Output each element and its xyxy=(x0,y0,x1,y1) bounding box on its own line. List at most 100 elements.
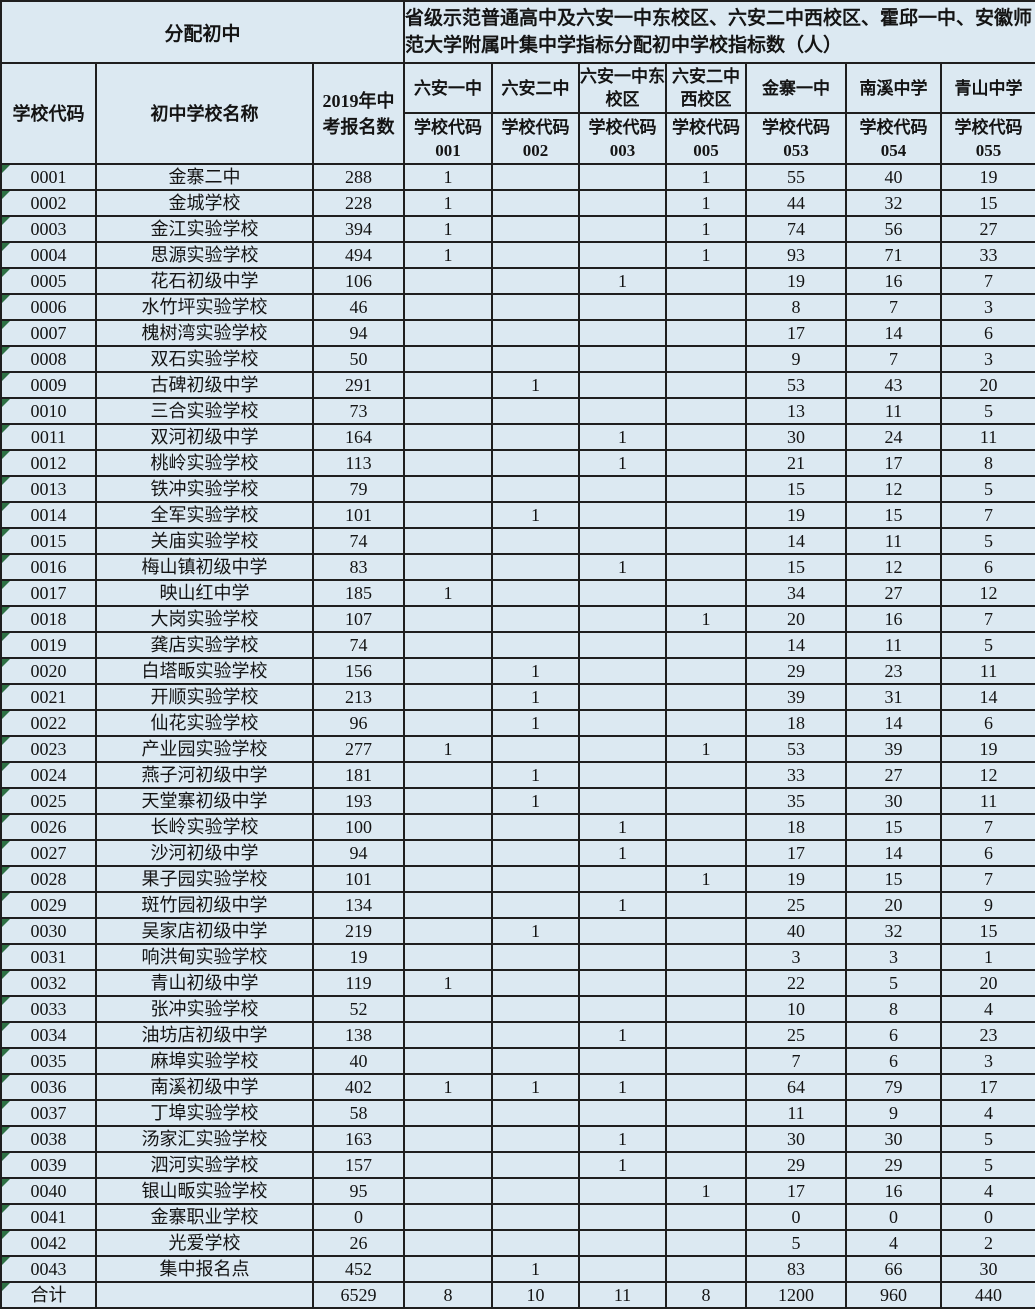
value-cell: 17 xyxy=(845,449,943,477)
value-cell: 1 xyxy=(940,943,1035,971)
school-name-cell: 长岭实验学校 xyxy=(95,813,314,841)
value-cell xyxy=(578,1255,668,1283)
school-code-cell: 0039 xyxy=(0,1151,97,1179)
value-cell: 23 xyxy=(940,1021,1035,1049)
value-cell xyxy=(491,1177,581,1205)
code-label: 学校代码 xyxy=(954,117,1023,137)
code-label: 学校代码 xyxy=(501,117,570,137)
value-cell xyxy=(491,839,581,867)
value-cell xyxy=(578,605,668,633)
value-cell: 181 xyxy=(311,761,406,789)
value-cell: 1 xyxy=(578,267,668,295)
value-cell xyxy=(578,397,668,425)
value-cell: 1 xyxy=(578,839,668,867)
school-code-cell: 0017 xyxy=(0,579,97,607)
value-cell xyxy=(578,709,668,737)
value-cell: 27 xyxy=(845,579,943,607)
value-cell: 94 xyxy=(311,319,406,347)
value-cell xyxy=(403,371,494,399)
value-cell: 50 xyxy=(311,345,406,373)
table-row: 0005 花石初级中学 106 1 19 16 7 xyxy=(0,267,1035,295)
code-label: 学校代码 xyxy=(414,117,483,137)
value-cell: 5 xyxy=(940,475,1035,503)
code-value: 001 xyxy=(435,140,461,160)
value-cell: 17 xyxy=(745,319,848,347)
value-cell xyxy=(491,241,581,269)
value-cell: 1 xyxy=(491,371,581,399)
value-cell xyxy=(665,501,748,529)
col-header-code-005: 学校代码 005 xyxy=(665,112,748,165)
value-cell xyxy=(665,787,748,815)
value-cell xyxy=(665,1203,748,1231)
school-name-cell: 白塔畈实验学校 xyxy=(95,657,314,685)
value-cell xyxy=(665,475,748,503)
value-cell xyxy=(403,553,494,581)
value-cell xyxy=(578,735,668,763)
value-cell: 40 xyxy=(311,1047,406,1075)
school-code-cell: 0034 xyxy=(0,1021,97,1049)
value-cell xyxy=(578,241,668,269)
code-value: 054 xyxy=(880,140,907,160)
value-cell: 56 xyxy=(845,215,943,243)
value-cell xyxy=(491,345,581,373)
value-cell xyxy=(665,1021,748,1049)
table-row: 0037 丁埠实验学校 58 11 9 4 xyxy=(0,1099,1035,1127)
code-value: 005 xyxy=(693,140,719,160)
school-name-cell: 金江实验学校 xyxy=(95,215,314,243)
value-cell: 17 xyxy=(940,1073,1035,1101)
value-cell xyxy=(403,267,494,295)
school-code-cell: 0036 xyxy=(0,1073,97,1101)
value-cell xyxy=(403,891,494,919)
col-header-school-053: 金寨一中 xyxy=(745,62,848,114)
value-cell: 5 xyxy=(940,527,1035,555)
value-cell: 30 xyxy=(845,787,943,815)
main-title: 省级示范普通高中及六安一中东校区、六安二中西校区、霍邱一中、安徽师范大学附属叶集… xyxy=(403,0,1035,64)
value-cell: 1 xyxy=(403,579,494,607)
value-cell xyxy=(491,527,581,555)
value-cell: 74 xyxy=(311,631,406,659)
value-cell: 14 xyxy=(845,709,943,737)
value-cell xyxy=(578,995,668,1023)
value-cell: 3 xyxy=(940,1047,1035,1075)
value-cell: 11 xyxy=(845,527,943,555)
school-code-cell: 0010 xyxy=(0,397,97,425)
value-cell: 30 xyxy=(745,423,848,451)
school-code-cell: 0041 xyxy=(0,1203,97,1231)
col-header-reg-count: 2019年中考报名数 xyxy=(311,62,406,165)
value-cell xyxy=(665,761,748,789)
value-cell: 1 xyxy=(403,189,494,217)
value-cell: 157 xyxy=(311,1151,406,1179)
school-name-cell: 金寨二中 xyxy=(95,163,314,191)
school-code-cell: 0040 xyxy=(0,1177,97,1205)
value-cell: 12 xyxy=(940,579,1035,607)
school-name-cell: 关庙实验学校 xyxy=(95,527,314,555)
value-cell xyxy=(491,1151,581,1179)
value-cell: 93 xyxy=(745,241,848,269)
value-cell: 11 xyxy=(940,423,1035,451)
school-name-cell: 桃岭实验学校 xyxy=(95,449,314,477)
value-cell: 16 xyxy=(845,605,943,633)
code-value: 053 xyxy=(783,140,809,160)
value-cell xyxy=(578,1177,668,1205)
value-cell xyxy=(491,293,581,321)
table-row: 0025 天堂寨初级中学 193 1 35 30 11 xyxy=(0,787,1035,815)
value-cell: 163 xyxy=(311,1125,406,1153)
school-name-cell: 天堂寨初级中学 xyxy=(95,787,314,815)
value-cell: 25 xyxy=(745,1021,848,1049)
table-row: 0018 大岗实验学校 107 1 20 16 7 xyxy=(0,605,1035,633)
school-code-cell: 0007 xyxy=(0,319,97,347)
value-cell: 1 xyxy=(491,709,581,737)
value-cell xyxy=(665,423,748,451)
value-cell xyxy=(403,683,494,711)
table-row: 0012 桃岭实验学校 113 1 21 17 8 xyxy=(0,449,1035,477)
school-name-cell: 水竹坪实验学校 xyxy=(95,293,314,321)
value-cell: 20 xyxy=(940,371,1035,399)
table-row: 0030 吴家店初级中学 219 1 40 32 15 xyxy=(0,917,1035,945)
school-name-cell: 麻埠实验学校 xyxy=(95,1047,314,1075)
school-name-cell: 思源实验学校 xyxy=(95,241,314,269)
school-name-cell: 龚店实验学校 xyxy=(95,631,314,659)
value-cell: 4 xyxy=(940,1099,1035,1127)
value-cell: 3 xyxy=(940,293,1035,321)
col-header-school-001: 六安一中 xyxy=(403,62,494,114)
value-cell: 17 xyxy=(745,1177,848,1205)
